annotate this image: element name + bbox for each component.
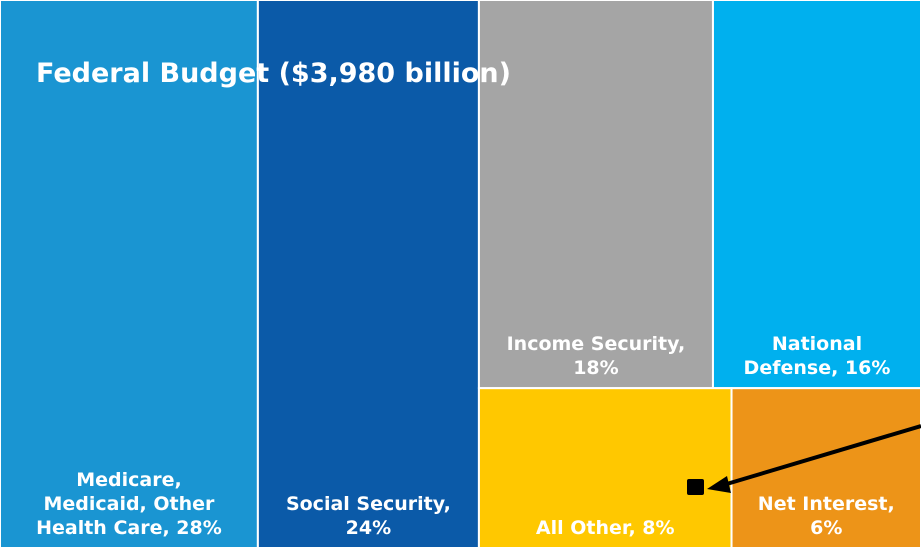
- treemap-cell-net-interest: [730, 387, 921, 548]
- annotation-arrow: [687, 424, 921, 495]
- treemap-label-national-defense: National Defense, 16%: [744, 333, 891, 379]
- treemap-label-all-other: All Other, 8%: [536, 517, 675, 539]
- treemap-label-line: Medicaid, Other: [43, 493, 215, 515]
- treemap-label-line: Health Care, 28%: [36, 517, 222, 539]
- treemap-label-line: Medicare,: [76, 469, 181, 491]
- treemap-cell-income-security: [477, 0, 714, 390]
- treemap-label-net-interest: Net Interest, 6%: [758, 493, 895, 539]
- treemap-label-line: Defense, 16%: [744, 357, 891, 379]
- treemap-label-line: 24%: [346, 517, 391, 539]
- treemap-label-line: 18%: [573, 357, 618, 379]
- treemap-cell-all-other: [477, 387, 733, 548]
- treemap-label-line: Social Security,: [286, 493, 451, 515]
- treemap-label-line: Income Security,: [507, 333, 686, 355]
- chart-title: Federal Budget ($3,980 billion): [36, 58, 511, 89]
- treemap-cell-social-security: [256, 0, 480, 548]
- treemap-label-line: All Other, 8%: [536, 517, 675, 539]
- treemap-label-line: Net Interest,: [758, 493, 895, 515]
- treemap-label-line: 6%: [810, 517, 842, 539]
- annotation-arrow-head: [707, 476, 731, 493]
- annotation-marker: [687, 479, 704, 495]
- treemap-label-income-security: Income Security, 18%: [507, 333, 686, 379]
- treemap-label-line: National: [772, 333, 862, 355]
- treemap-cell-national-defense: [711, 0, 921, 390]
- treemap-label-medicare-medicaid-other-health-care: Medicare, Medicaid, Other Health Care, 28%: [36, 469, 222, 539]
- annotation-arrow-line: [719, 424, 921, 488]
- treemap-label-social-security: Social Security, 24%: [286, 493, 451, 539]
- treemap-labels: Medicare, Medicaid, Other Health Care, 28%…: [36, 333, 895, 539]
- treemap-cell-medicare-medicaid-other-health-care: [0, 0, 259, 548]
